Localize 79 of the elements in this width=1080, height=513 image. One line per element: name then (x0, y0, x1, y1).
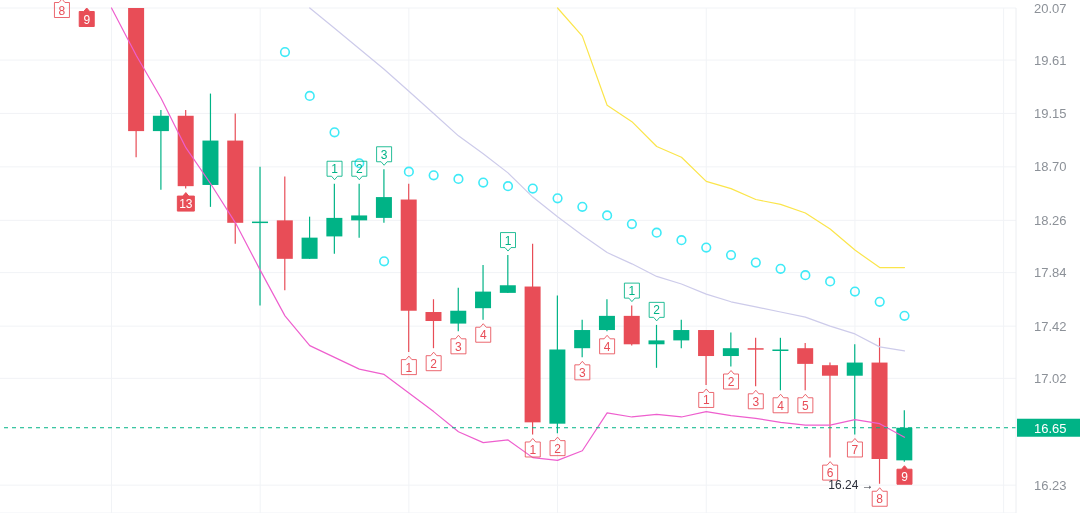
annotation: 3 (579, 365, 586, 380)
point (279, 46, 291, 58)
point (750, 257, 761, 268)
candlestick (821, 361, 838, 459)
candlestick (673, 319, 690, 349)
annotation: 8 (876, 492, 884, 507)
ref-line-label: 16.65 (1034, 420, 1067, 436)
candlestick (722, 332, 739, 368)
candlestick (351, 183, 368, 239)
annotation: 3 (455, 339, 463, 354)
annotation: 7 (851, 443, 859, 457)
annotation: 9 (83, 12, 91, 27)
annotation: 2 (554, 441, 562, 456)
annotation: 1 (405, 360, 413, 375)
candlestick (598, 298, 615, 332)
point (874, 296, 885, 307)
point (725, 249, 737, 261)
annotation: 3 (752, 394, 760, 409)
point (379, 256, 390, 267)
point (800, 270, 811, 281)
point (651, 227, 662, 238)
annotation: 1 (628, 284, 636, 299)
line-series (309, 7, 906, 352)
annotation: 1 (331, 162, 339, 177)
annotation: 2 (727, 375, 735, 390)
point (701, 242, 712, 253)
candlestick (648, 324, 665, 369)
point (676, 235, 687, 246)
y-tick-label: 17.02 (1034, 370, 1067, 386)
candlestick (425, 298, 442, 349)
candlestick (499, 254, 516, 294)
point (626, 218, 637, 230)
point (577, 201, 588, 212)
y-tick-label: 18.70 (1034, 159, 1067, 175)
point (478, 177, 489, 188)
y-tick-label: 17.84 (1034, 265, 1067, 281)
point (403, 166, 414, 177)
point (775, 263, 786, 274)
point (527, 183, 538, 194)
candlestick (375, 168, 392, 224)
annotation: 1 (702, 393, 710, 408)
y-tick-label: 18.26 (1034, 212, 1067, 228)
point (428, 170, 439, 181)
y-tick-label: 16.23 (1034, 477, 1067, 493)
point (849, 286, 861, 297)
annotation: 4 (777, 398, 785, 413)
annotation: 2 (653, 303, 661, 318)
annotation: 9 (901, 470, 909, 485)
annotation: 8 (58, 3, 66, 18)
annotation: 3 (380, 147, 388, 162)
y-tick-label: 19.15 (1034, 106, 1067, 122)
annotation: 1 (529, 443, 537, 457)
point (304, 90, 315, 101)
annotation: 4 (479, 328, 487, 343)
point (825, 276, 836, 287)
annotation: 2 (430, 356, 438, 371)
candlestick (574, 319, 591, 358)
point (329, 127, 340, 138)
annotation: 5 (802, 398, 810, 413)
y-tick-label: 17.42 (1034, 318, 1067, 334)
candlestick (797, 342, 814, 391)
y-tick-label: 20.07 (1034, 0, 1067, 16)
point (552, 193, 563, 204)
candlestick (475, 264, 492, 321)
annotation: 13 (179, 197, 193, 212)
y-tick-label: 19.61 (1034, 52, 1067, 68)
candlestick (152, 109, 169, 191)
candlestick (747, 337, 764, 387)
candlestick (450, 287, 467, 332)
annotation: 1 (504, 233, 512, 248)
candlestick (301, 216, 318, 260)
point (502, 181, 514, 192)
annotation: 4 (603, 339, 611, 354)
candlestick (772, 337, 789, 391)
line-series (556, 7, 906, 269)
point (602, 210, 613, 221)
point (899, 310, 910, 321)
point (453, 173, 464, 184)
candlestick (326, 183, 343, 255)
